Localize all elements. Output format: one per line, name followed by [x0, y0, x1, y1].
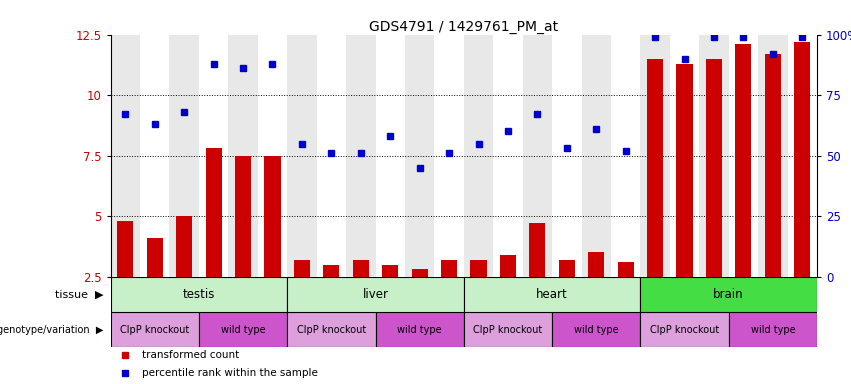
Bar: [169, 35, 199, 277]
Bar: [705, 59, 722, 277]
Bar: [176, 216, 192, 277]
Bar: [287, 312, 375, 347]
Text: wild type: wild type: [397, 324, 442, 334]
Bar: [464, 312, 552, 347]
Text: transformed count: transformed count: [142, 350, 240, 361]
Bar: [228, 35, 258, 277]
Bar: [199, 35, 228, 277]
Bar: [117, 221, 134, 277]
Text: ClpP knockout: ClpP knockout: [650, 324, 719, 334]
Bar: [559, 260, 575, 277]
Bar: [317, 35, 346, 277]
Bar: [618, 262, 634, 277]
Bar: [647, 59, 663, 277]
Text: heart: heart: [536, 288, 568, 301]
Bar: [111, 277, 287, 312]
Bar: [258, 35, 287, 277]
Bar: [375, 312, 464, 347]
Text: testis: testis: [183, 288, 215, 301]
Title: GDS4791 / 1429761_PM_at: GDS4791 / 1429761_PM_at: [369, 20, 558, 33]
Bar: [412, 270, 428, 277]
Bar: [287, 35, 317, 277]
Bar: [552, 35, 581, 277]
Bar: [294, 260, 310, 277]
Bar: [464, 277, 640, 312]
Bar: [494, 35, 523, 277]
Text: ClpP knockout: ClpP knockout: [297, 324, 366, 334]
Bar: [375, 35, 405, 277]
Bar: [346, 35, 375, 277]
Bar: [146, 238, 163, 277]
Bar: [581, 35, 611, 277]
Bar: [677, 64, 693, 277]
Bar: [588, 253, 604, 277]
Bar: [640, 312, 728, 347]
Bar: [140, 35, 169, 277]
Bar: [670, 35, 700, 277]
Bar: [441, 260, 457, 277]
Bar: [405, 35, 434, 277]
Text: ClpP knockout: ClpP knockout: [473, 324, 543, 334]
Bar: [287, 277, 464, 312]
Bar: [352, 260, 368, 277]
Bar: [640, 35, 670, 277]
Bar: [206, 148, 222, 277]
Bar: [529, 223, 545, 277]
Bar: [794, 42, 810, 277]
Bar: [111, 35, 140, 277]
Text: wild type: wild type: [751, 324, 795, 334]
Text: wild type: wild type: [574, 324, 619, 334]
Bar: [464, 35, 494, 277]
Text: genotype/variation  ▶: genotype/variation ▶: [0, 324, 104, 334]
Bar: [735, 44, 751, 277]
Bar: [640, 277, 817, 312]
Bar: [265, 156, 281, 277]
Text: tissue  ▶: tissue ▶: [55, 289, 104, 299]
Text: ClpP knockout: ClpP knockout: [120, 324, 190, 334]
Bar: [523, 35, 552, 277]
Bar: [323, 265, 340, 277]
Bar: [235, 156, 251, 277]
Bar: [765, 54, 781, 277]
Bar: [611, 35, 640, 277]
Bar: [758, 35, 787, 277]
Bar: [500, 255, 516, 277]
Bar: [787, 35, 817, 277]
Text: percentile rank within the sample: percentile rank within the sample: [142, 368, 318, 378]
Bar: [728, 35, 758, 277]
Bar: [199, 312, 287, 347]
Text: wild type: wild type: [220, 324, 266, 334]
Bar: [700, 35, 728, 277]
Text: liver: liver: [363, 288, 389, 301]
Text: brain: brain: [713, 288, 744, 301]
Bar: [111, 312, 199, 347]
Bar: [552, 312, 640, 347]
Bar: [728, 312, 817, 347]
Bar: [471, 260, 487, 277]
Bar: [434, 35, 464, 277]
Bar: [382, 265, 398, 277]
